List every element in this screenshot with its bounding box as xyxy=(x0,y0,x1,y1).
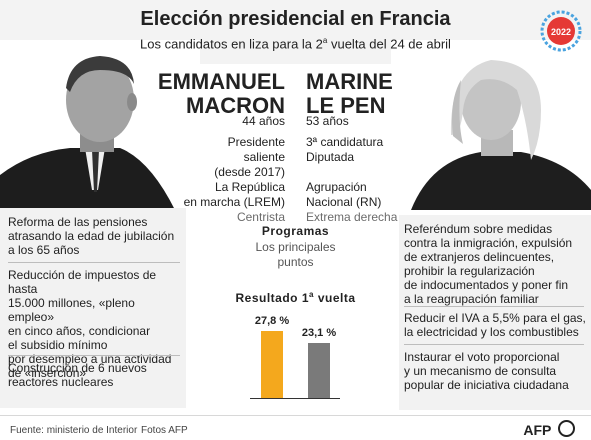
point-line: en cinco años, condicionar xyxy=(8,324,151,338)
lepen-role-line: Diputada xyxy=(306,150,355,164)
macron-point-2: Reducción de impuestos de hasta 15.000 m… xyxy=(8,268,184,380)
point-line: de indocumentados y poner fin xyxy=(404,278,569,292)
lepen-party-line: Agrupación xyxy=(306,180,367,194)
chart-bar xyxy=(308,342,330,398)
chart-baseline xyxy=(250,398,340,399)
results-title-end: vuelta xyxy=(317,291,356,305)
lepen-program-panel xyxy=(399,215,591,410)
lepen-role-line: 3ª candidatura xyxy=(306,135,384,149)
lepen-role: 3ª candidatura Diputada xyxy=(306,135,446,165)
macron-role: Presidente saliente (desde 2017) xyxy=(155,135,285,180)
programs-subtitle-line: puntos xyxy=(277,255,314,269)
macron-party-line: en marcha (LREM) xyxy=(183,195,285,209)
macron-party-line: La República xyxy=(214,180,285,194)
macron-first-name: EMMANUEL xyxy=(157,69,285,94)
subtitle-sup: a xyxy=(322,36,328,45)
lepen-photo xyxy=(391,40,591,210)
point-line: Instaurar el voto proporcional xyxy=(404,350,560,364)
programs-title: Programas xyxy=(261,224,330,238)
point-line: Reducir el IVA a 5,5% para el gas, xyxy=(404,311,586,325)
point-line: popular de iniciativa ciudadana xyxy=(404,378,569,392)
divider xyxy=(404,306,584,307)
point-line: prohibir la regularización xyxy=(404,264,535,278)
divider xyxy=(8,355,180,356)
lepen-last-name: LE PEN xyxy=(306,93,386,118)
chart-data-label: 23,1 % xyxy=(301,326,337,339)
lepen-name: MARINE LE PEN xyxy=(306,70,393,118)
point-line: reactores nucleares xyxy=(8,375,114,389)
macron-point-3: Construcción de 6 nuevos reactores nucle… xyxy=(8,361,184,389)
point-line: Reducción de impuestos de hasta xyxy=(8,268,157,296)
results-title-sup: a xyxy=(309,290,314,299)
point-line: contra la inmigración, expulsión xyxy=(404,236,573,250)
programs-subtitle-line: Los principales xyxy=(255,240,336,254)
page-subtitle: Los candidatos en liza para la 2a vuelta… xyxy=(0,36,591,51)
chart-bar xyxy=(261,331,283,398)
point-line: y un mecanismo de consulta xyxy=(404,364,557,378)
point-line: de extranjeros delincuentes, xyxy=(404,250,555,264)
photo-credit: Fotos AFP xyxy=(141,425,188,436)
subtitle-end: vuelta del 24 de abril xyxy=(330,36,451,52)
point-line: el subsidio mínimo xyxy=(8,338,108,352)
lepen-point-1: Referéndum sobre medidas contra la inmig… xyxy=(404,222,589,306)
lepen-party-line: Nacional (RN) xyxy=(306,195,382,209)
afp-logo-text: AFP xyxy=(523,422,552,438)
lepen-age: 53 años xyxy=(306,114,349,128)
point-line: 15.000 millones, «pleno empleo» xyxy=(8,296,135,324)
macron-last-name: MACRON xyxy=(186,93,285,118)
point-line: a la reagrupación familiar xyxy=(404,292,539,306)
programs-subtitle: Los principales puntos xyxy=(0,240,591,270)
point-line: Referéndum sobre medidas xyxy=(404,222,553,236)
results-title-text: Resultado 1 xyxy=(235,291,310,305)
macron-orientation: Centrista xyxy=(236,210,285,224)
subtitle-text: Los candidatos en liza para la 2 xyxy=(140,36,323,52)
macron-photo xyxy=(0,40,200,210)
afp-globe-icon xyxy=(558,420,575,437)
macron-role-line: (desde 2017) xyxy=(214,165,285,179)
election-2022-badge: 2022 xyxy=(539,9,583,53)
point-line: la electricidad y los combustibles xyxy=(404,325,579,339)
macron-program-panel xyxy=(0,208,186,408)
chart-data-label: 27,8 % xyxy=(254,315,290,328)
point-line: atrasando la edad de jubilación xyxy=(8,229,175,243)
macron-party: La República en marcha (LREM) Centrista xyxy=(155,180,285,225)
lepen-point-3: Instaurar el voto proporcional y un meca… xyxy=(404,350,589,392)
macron-role-line: saliente xyxy=(243,150,285,164)
lepen-first-name: MARINE xyxy=(306,69,393,94)
footer xyxy=(0,415,591,440)
divider xyxy=(404,344,584,345)
afp-logo: AFP xyxy=(523,420,575,438)
point-line: de «inserción» xyxy=(8,366,87,380)
macron-age: 44 años xyxy=(242,114,285,128)
lepen-point-2: Reducir el IVA a 5,5% para el gas, la el… xyxy=(404,311,589,339)
point-line: Reforma de las pensiones xyxy=(8,215,148,229)
macron-name: EMMANUEL MACRON xyxy=(158,70,285,118)
source-text: Fuente: ministerio de Interior xyxy=(10,425,138,436)
macron-point-1: Reforma de las pensiones atrasando la ed… xyxy=(8,215,184,257)
lepen-party: Agrupación Nacional (RN) Extrema derecha xyxy=(306,180,446,225)
point-line: a los 65 años xyxy=(8,243,80,257)
point-line: Construcción de 6 nuevos xyxy=(8,361,147,375)
results-title: Resultado 1a vuelta xyxy=(0,290,591,305)
lepen-orientation: Extrema derecha xyxy=(306,210,398,224)
divider xyxy=(8,262,180,263)
macron-role-line: Presidente xyxy=(227,135,285,149)
page-title: Elección presidencial en Francia xyxy=(140,8,451,30)
badge-year: 2022 xyxy=(551,27,571,37)
